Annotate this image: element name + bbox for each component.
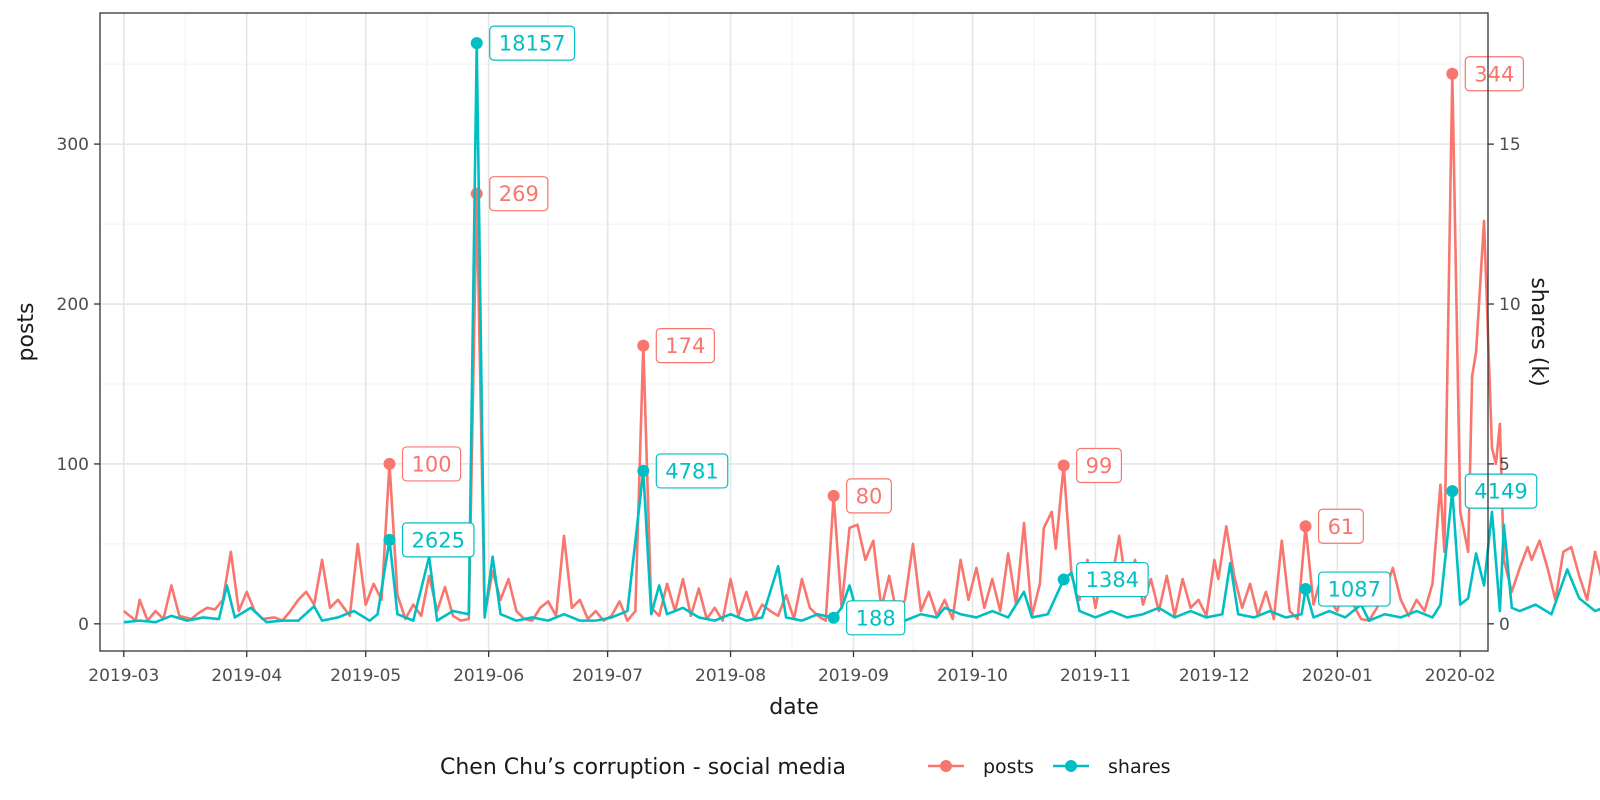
callout-text: 344 bbox=[1474, 62, 1514, 86]
callout-box bbox=[846, 600, 906, 636]
y-right-tick-label: 5 bbox=[1499, 455, 1510, 475]
callout-shares: 2625 bbox=[401, 522, 475, 558]
series-lines bbox=[122, 37, 1600, 624]
y-left-tick-label: 100 bbox=[57, 455, 89, 475]
data-point-shares bbox=[827, 611, 840, 624]
x-tick-label: 2019-10 bbox=[937, 666, 1008, 686]
x-tick-label: 2019-12 bbox=[1179, 666, 1250, 686]
callout-posts: 100 bbox=[401, 446, 462, 482]
callout-box bbox=[401, 446, 462, 482]
legend-title: Chen Chu’s corruption - social media bbox=[440, 755, 846, 780]
callout-box bbox=[655, 453, 729, 489]
callout-box bbox=[1464, 473, 1538, 509]
x-tick-label: 2020-01 bbox=[1302, 666, 1373, 686]
legend-label: shares bbox=[1108, 756, 1171, 778]
x-axis-title: date bbox=[769, 695, 819, 720]
data-point-posts bbox=[383, 457, 396, 470]
callout-box bbox=[846, 478, 892, 514]
data-point-shares bbox=[470, 37, 483, 50]
callout-posts: 61 bbox=[1317, 508, 1364, 544]
callout-shares: 4149 bbox=[1464, 473, 1538, 509]
callout-box bbox=[1317, 571, 1391, 607]
callout-text: 2625 bbox=[411, 528, 464, 552]
legend: Chen Chu’s corruption - social media post… bbox=[440, 755, 1171, 780]
y-left-tick-label: 200 bbox=[57, 295, 89, 315]
grid bbox=[100, 13, 1488, 651]
data-point-posts bbox=[1446, 67, 1459, 80]
callout-text: 174 bbox=[665, 334, 705, 358]
data-point-shares bbox=[1299, 583, 1312, 596]
callout-shares: 1087 bbox=[1317, 571, 1391, 607]
data-point-posts bbox=[637, 339, 650, 352]
data-point-shares bbox=[1057, 573, 1070, 586]
x-tick-label: 2019-03 bbox=[88, 666, 159, 686]
series-line-shares bbox=[123, 41, 1600, 624]
callout-text: 100 bbox=[411, 452, 451, 476]
y-left-axis-title: posts bbox=[14, 303, 39, 362]
legend-key-point bbox=[940, 760, 952, 772]
callout-text: 61 bbox=[1328, 515, 1355, 539]
callout-box bbox=[1464, 56, 1525, 92]
x-tick-label: 2020-02 bbox=[1425, 666, 1496, 686]
x-tick-label: 2019-09 bbox=[818, 666, 889, 686]
series-line-posts bbox=[122, 72, 1600, 622]
x-tick-label: 2019-06 bbox=[453, 666, 524, 686]
callout-box bbox=[1317, 508, 1364, 544]
callout-box bbox=[489, 176, 549, 212]
callout-box bbox=[1076, 561, 1149, 598]
callout-shares: 1384 bbox=[1076, 561, 1149, 598]
legend-label: posts bbox=[983, 756, 1034, 778]
x-tick-label: 2019-08 bbox=[695, 666, 766, 686]
y-right-tick-label: 15 bbox=[1499, 135, 1521, 155]
callout-text: 4149 bbox=[1474, 480, 1527, 504]
callout-box bbox=[1076, 447, 1123, 484]
callout-posts: 174 bbox=[655, 327, 715, 364]
plot-panel bbox=[100, 13, 1488, 651]
callout-box bbox=[489, 25, 576, 61]
callout-shares: 4781 bbox=[655, 453, 729, 489]
callout-text: 4781 bbox=[665, 459, 718, 483]
callout-box bbox=[655, 327, 715, 364]
callout-box bbox=[401, 522, 475, 558]
y-left-tick-label: 300 bbox=[57, 135, 89, 155]
axes: 2019-03 2019-04 2019-05 2019-06 2019-07 2019-… bbox=[14, 12, 1551, 720]
data-point-posts bbox=[827, 489, 840, 502]
callout-posts: 80 bbox=[846, 478, 892, 514]
data-point-posts bbox=[1057, 459, 1070, 472]
callout-text: 18157 bbox=[499, 32, 566, 56]
callout-posts: 99 bbox=[1076, 447, 1123, 484]
y-right-tick-label: 0 bbox=[1499, 615, 1510, 635]
data-point-shares bbox=[637, 464, 650, 477]
data-point-posts bbox=[470, 187, 483, 200]
callout-posts: 269 bbox=[489, 176, 549, 212]
callout-text: 80 bbox=[856, 484, 883, 508]
y-left-tick-label: 0 bbox=[78, 615, 89, 635]
callout-shares: 18157 bbox=[489, 25, 576, 61]
callout-text: 1384 bbox=[1086, 568, 1139, 592]
legend-item-shares: shares bbox=[1053, 756, 1171, 778]
callout-text: 188 bbox=[856, 606, 896, 630]
y-right-tick-label: 10 bbox=[1499, 295, 1521, 315]
legend-key-point bbox=[1065, 760, 1077, 772]
y-right-axis-title: shares (k) bbox=[1526, 277, 1551, 386]
callout-text: 99 bbox=[1086, 454, 1113, 478]
x-tick-label: 2019-04 bbox=[211, 666, 282, 686]
series-shares bbox=[123, 37, 1600, 624]
x-tick-label: 2019-05 bbox=[330, 666, 401, 686]
callout-text: 269 bbox=[499, 182, 539, 206]
callout-shares: 188 bbox=[846, 600, 906, 636]
data-point-posts bbox=[1299, 520, 1312, 533]
callout-text: 1087 bbox=[1328, 578, 1381, 602]
x-tick-label: 2019-11 bbox=[1060, 666, 1131, 686]
plot-border bbox=[99, 12, 1489, 652]
callout-posts: 344 bbox=[1464, 56, 1525, 92]
x-tick-label: 2019-07 bbox=[572, 666, 643, 686]
legend-item-posts: posts bbox=[928, 756, 1034, 778]
data-point-shares bbox=[383, 533, 396, 546]
data-point-shares bbox=[1446, 485, 1459, 498]
